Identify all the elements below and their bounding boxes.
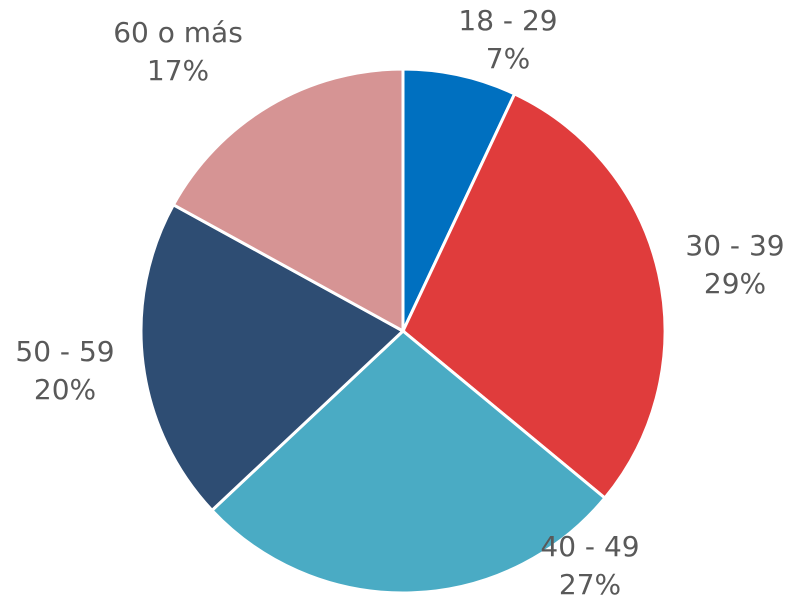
slice-category-label: 60 o más bbox=[113, 16, 243, 49]
slice-value-label: 29% bbox=[704, 267, 766, 300]
pie-slice bbox=[401, 91, 667, 501]
slice-value-label: 20% bbox=[34, 373, 96, 406]
pie-slice bbox=[139, 202, 406, 513]
slice-value-label: 7% bbox=[486, 42, 530, 75]
pie-slice bbox=[171, 67, 405, 334]
slice-category-label: 50 - 59 bbox=[15, 335, 114, 368]
pie-slice bbox=[209, 329, 607, 595]
slice-category-label: 30 - 39 bbox=[685, 229, 784, 262]
slice-category-label: 18 - 29 bbox=[458, 4, 557, 37]
pie-slice bbox=[401, 67, 517, 332]
slice-value-label: 17% bbox=[147, 54, 209, 87]
slice-category-label: 40 - 49 bbox=[540, 530, 639, 563]
slice-value-label: 27% bbox=[559, 568, 621, 601]
